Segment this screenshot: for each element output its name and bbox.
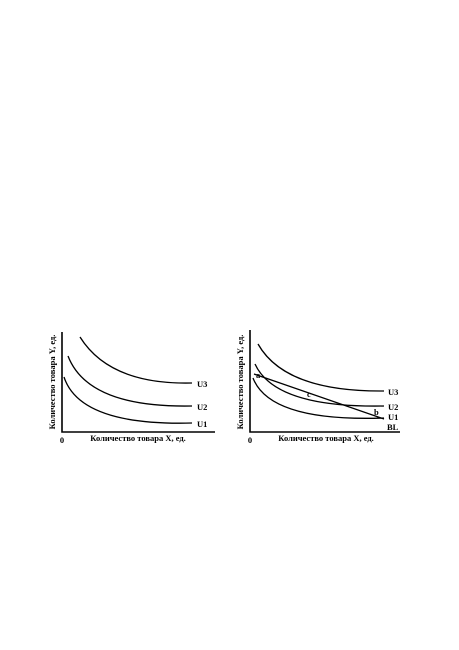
curve [257,343,385,392]
curve-label: U2 [197,402,207,412]
origin-label: 0 [60,435,64,445]
curve [254,363,385,407]
curve-label: U1 [388,412,398,422]
diagram-left: Количество товара Y, ед. 0 Количество то… [47,332,215,445]
budget-line [253,373,385,420]
origin-label: 0 [248,435,252,445]
curve-label: U1 [197,419,207,429]
curve [67,355,193,407]
curve-label: U2 [388,402,398,412]
y-axis-label: Количество товара Y, ед. [47,335,57,430]
curve-label: U3 [197,379,207,389]
axes [61,332,215,433]
point-label: a [256,370,261,380]
curve [79,336,193,384]
curve-label: U3 [388,387,398,397]
x-axis-label: Количество товара X, ед. [278,433,374,443]
point-label: b [374,407,379,417]
diagram-right: Количество товара Y, ед. 0 Количество то… [235,330,400,445]
y-axis-label: Количество товара Y, ед. [235,335,245,430]
x-axis-label: Количество товара X, ед. [90,433,186,443]
curve [63,376,193,424]
point-label: c [307,389,311,399]
axes [249,330,400,433]
curve [252,377,385,419]
line-label: BL [387,422,399,432]
